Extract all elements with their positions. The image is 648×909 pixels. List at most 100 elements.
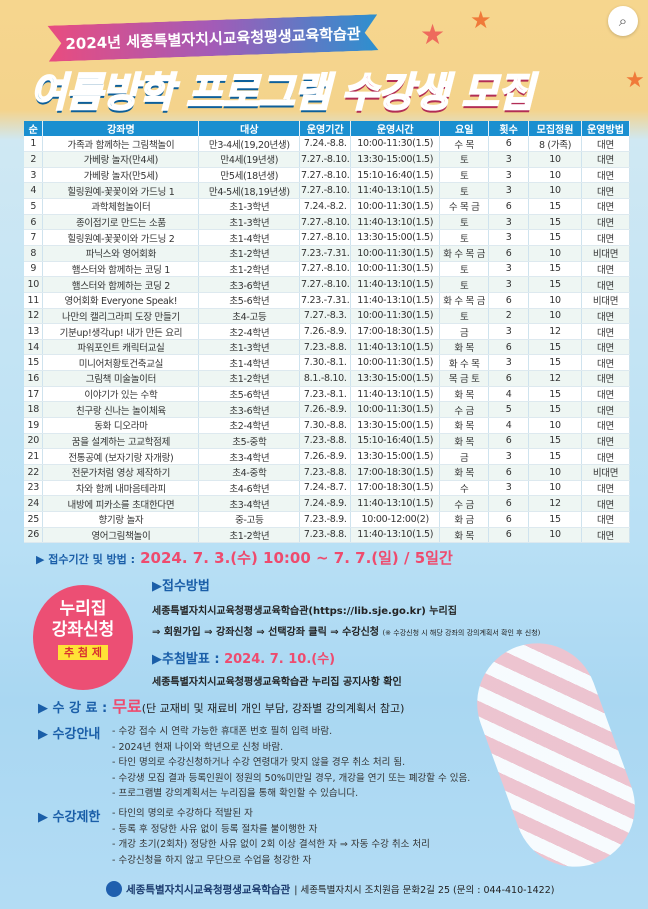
table-row: 16 그림책 미술놀이터 초1-2학년 8.1.-8.10. 13:30-15:00(1… [24, 370, 630, 387]
table-cell: 7.27.-8.3. [299, 308, 352, 325]
table-cell: 13:30-15:00(1.5) [350, 229, 441, 246]
lens-search-icon[interactable]: ⌕ [608, 6, 638, 36]
table-row: 9 햄스터와 함께하는 코딩 1 초1-2학년 7.27.-8.10. 10:00-11… [24, 261, 630, 278]
table-cell: 대면 [581, 448, 630, 465]
table-cell: 6 [488, 433, 530, 450]
table-cell: 7.24.-8.2. [299, 198, 352, 215]
table-cell: 초1-4학년 [198, 229, 301, 246]
table-cell: 전통공예 (보자기랑 자개랑) [42, 448, 200, 465]
table-row: 11 영어회화 Everyone Speak! 초5-6학년 7.23.-7.31. 1… [24, 292, 630, 309]
table-cell: 화 목 [439, 464, 490, 481]
table-cell: 토 [439, 261, 490, 278]
table-cell: 15 [528, 386, 582, 403]
badge-line1: 누리집 [59, 599, 107, 619]
table-row: 14 파워포인트 캐릭터교실 초1-3학년 7.23.-8.8. 11:40-13:10… [24, 339, 630, 356]
table-cell: 1 [24, 136, 44, 153]
table-cell: 화 목 [439, 386, 490, 403]
table-cell: 7.27.-8.10. [299, 167, 352, 184]
table-cell: 비대면 [581, 245, 630, 262]
page-title: 여름방학 프로그램 수강생 모집 [29, 60, 535, 118]
table-cell: 7.23.-8.8. [299, 339, 352, 356]
table-cell: 대면 [581, 386, 630, 403]
table-cell: 3 [488, 323, 530, 340]
table-cell: 초2-4학년 [198, 417, 301, 434]
table-cell: 12 [528, 323, 582, 340]
table-cell: 수 목 [439, 136, 490, 153]
table-cell: 7.27.-8.10. [299, 214, 352, 231]
table-cell: 토 [439, 276, 490, 293]
table-cell: 6 [488, 245, 530, 262]
table-cell: 파닉스와 영어회화 [42, 245, 200, 262]
table-cell: 15 [528, 261, 582, 278]
method-line1: 세종특별자치시교육청평생교육학습관(https://lib.sje.go.kr)… [152, 606, 457, 617]
table-cell: 6 [24, 214, 44, 231]
table-cell: 초5-6학년 [198, 386, 301, 403]
fee-note: (단 교재비 및 재료비 개인 부담, 강좌별 강의계획서 참고) [141, 702, 405, 715]
table-row: 20 꿈을 설계하는 고교학점제 초5-중학 7.23.-8.8. 15:10-16:4… [24, 433, 630, 450]
table-cell: 화 목 [439, 417, 490, 434]
table-cell: 6 [488, 464, 530, 481]
table-cell: 미니어처황토건축교실 [42, 354, 200, 372]
table-cell: 10:00-11:30(1.5) [350, 401, 441, 419]
table-row: 21 전통공예 (보자기랑 자개랑) 초3-4학년 7.26.-8.9. 13:30-1… [24, 448, 630, 465]
table-cell: 화 수 목 금 [439, 245, 490, 262]
table-cell: 7.23.-8.8. [299, 527, 352, 544]
table-cell: 금 [439, 323, 490, 340]
table-cell: 15 [528, 511, 582, 528]
table-cell: 11:40-13:10(1.5) [350, 527, 441, 544]
table-cell: 13:30-15:00(1.5) [350, 370, 441, 387]
table-row: 18 친구랑 신나는 놀이체육 초3-6학년 7.26.-8.9. 10:00-11:3… [24, 401, 630, 419]
column-header: 운영방법 [581, 121, 630, 136]
table-cell: 3 [488, 480, 530, 497]
table-cell: 7.24.-8.7. [299, 480, 352, 497]
table-cell: 9 [24, 261, 44, 278]
table-cell: 대면 [581, 308, 630, 325]
table-cell: 만4세(19년생) [198, 151, 301, 168]
table-cell: 대면 [581, 198, 630, 215]
table-cell: 비대면 [581, 292, 630, 309]
table-cell: 15 [528, 276, 582, 293]
table-cell: 7.26.-8.9. [299, 401, 352, 419]
table-cell: 만5세(18년생) [198, 167, 301, 184]
table-cell: 4 [488, 386, 530, 403]
table-row: 2 가베랑 놀자(만4세) 만4세(19년생) 7.27.-8.10. 13:30-15… [24, 151, 630, 168]
table-cell: 11:40-13:10(1.5) [350, 292, 441, 309]
table-cell: 초4-중학 [198, 464, 301, 481]
table-cell: 17:00-18:30(1.5) [350, 480, 441, 497]
guide-item: - 수강 접수 시 연락 가능한 휴대폰 번호 필히 입력 바람. [112, 726, 333, 737]
table-cell: 3 [488, 276, 530, 293]
table-cell: 토 [439, 151, 490, 168]
table-cell: 힐링원예-꽃꽃이와 가드닝 1 [42, 182, 200, 200]
table-cell: 파워포인트 캐릭터교실 [42, 339, 200, 356]
table-cell: 10 [528, 527, 582, 544]
table-cell: 8.1.-8.10. [299, 370, 352, 387]
table-cell: 가베랑 놀자(만4세) [42, 151, 200, 168]
table-cell: 5 [488, 401, 530, 419]
title-recruit: 수강생 모집 [340, 69, 535, 117]
table-cell: 15:10-16:40(1.5) [350, 433, 441, 450]
table-cell: 7.27.-8.10. [299, 229, 352, 246]
table-cell: 10:00-11:30(1.5) [350, 136, 441, 153]
table-cell: 23 [24, 480, 44, 497]
table-cell: 21 [24, 448, 44, 465]
table-cell: 7.23.-8.1. [299, 386, 352, 403]
table-row: 26 영어그림책놀이 초1-2학년 7.23.-8.8. 11:40-13:10(1.5… [24, 527, 630, 544]
table-cell: 10:00-11:30(1.5) [350, 261, 441, 278]
table-cell: 10 [528, 417, 582, 434]
table-cell: 3 [488, 448, 530, 465]
table-cell: 10 [528, 464, 582, 481]
table-cell: 7.30.-8.8. [299, 417, 352, 434]
table-cell: 목 금 토 [439, 370, 490, 387]
table-cell: 초5-6학년 [198, 292, 301, 309]
fee-value: 무료 [112, 697, 142, 716]
table-cell: 대면 [581, 276, 630, 293]
table-cell: 영어그림책놀이 [42, 527, 200, 544]
table-cell: 초4-고등 [198, 308, 301, 325]
online-apply-badge[interactable]: 누리집 강좌신청 추 첨 제 [33, 585, 133, 690]
table-cell: 3 [488, 261, 530, 278]
table-cell: 8 [24, 245, 44, 262]
program-table: 순 강좌명 대상 운영기간 운영시간 요일 횟수 모집정원 운영방법 1 가족과 함께하는 그림책… [24, 121, 630, 544]
table-cell: 13:30-15:00(1.5) [350, 417, 441, 434]
guide-item: - 프로그램별 강의계획서는 누리집을 통해 확인할 수 있습니다. [112, 788, 359, 799]
table-cell: 17 [24, 386, 44, 403]
